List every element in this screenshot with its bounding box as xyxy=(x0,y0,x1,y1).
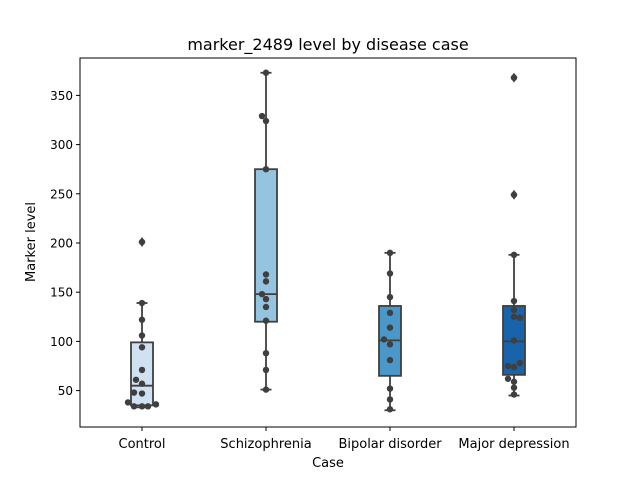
data-point xyxy=(386,396,394,403)
data-point xyxy=(144,403,152,410)
data-point xyxy=(262,386,270,393)
data-point xyxy=(138,344,146,351)
data-point xyxy=(130,403,138,410)
data-point xyxy=(124,399,132,406)
data-point xyxy=(262,117,270,125)
data-point xyxy=(504,362,512,370)
data-point xyxy=(510,384,518,391)
data-point xyxy=(510,378,518,385)
data-point xyxy=(386,356,394,364)
data-point xyxy=(386,249,394,257)
box-group xyxy=(378,251,402,412)
data-point xyxy=(152,401,160,408)
data-point xyxy=(510,74,518,81)
data-point xyxy=(132,376,140,383)
plot-frame xyxy=(79,57,577,428)
data-point xyxy=(138,238,146,246)
data-point xyxy=(380,336,388,343)
data-point xyxy=(262,271,270,278)
data-point xyxy=(510,306,518,314)
data-point xyxy=(130,389,138,396)
data-point xyxy=(262,350,270,357)
data-point xyxy=(262,366,270,374)
x-tick-label: Major depression xyxy=(458,437,569,452)
x-tick-label: Control xyxy=(119,437,166,452)
data-point xyxy=(386,406,394,413)
chart-title: marker_2489 level by disease case xyxy=(187,35,468,55)
data-point xyxy=(138,403,146,410)
data-point xyxy=(510,337,518,344)
data-point xyxy=(510,191,518,198)
data-point xyxy=(516,314,524,321)
data-point xyxy=(386,270,394,277)
data-point xyxy=(258,290,266,298)
data-point xyxy=(510,313,518,320)
y-tick-label: 250 xyxy=(50,187,73,201)
x-axis: Control Schizophrenia Bipolar disorder Majo… xyxy=(119,427,570,452)
y-tick-label: 50 xyxy=(58,384,73,398)
y-tick-label: 100 xyxy=(50,335,73,349)
data-point xyxy=(138,332,146,339)
data-point xyxy=(510,251,518,258)
y-axis-label: Marker level xyxy=(24,202,39,282)
x-tick-label: Schizophrenia xyxy=(220,437,311,452)
data-point xyxy=(504,375,512,382)
data-point xyxy=(510,297,518,305)
y-axis: 50 100 150 200 250 300 350 xyxy=(50,89,80,398)
y-tick-label: 350 xyxy=(50,89,73,103)
data-point xyxy=(138,390,146,397)
x-axis-label: Case xyxy=(312,456,344,471)
data-point xyxy=(138,366,146,374)
data-point xyxy=(510,391,518,398)
data-point xyxy=(138,299,146,307)
y-tick-label: 200 xyxy=(50,236,73,250)
data-point xyxy=(386,293,394,301)
data-point xyxy=(138,380,146,387)
data-point xyxy=(262,317,270,324)
x-tick-label: Bipolar disorder xyxy=(338,437,442,452)
data-point xyxy=(262,278,270,285)
data-point xyxy=(386,341,394,348)
box-group xyxy=(502,72,526,397)
data-point xyxy=(138,316,146,323)
data-point xyxy=(262,69,270,76)
data-point xyxy=(262,303,270,311)
data-point xyxy=(386,385,394,392)
data-point xyxy=(386,324,394,331)
data-point xyxy=(258,112,266,120)
y-tick-label: 150 xyxy=(50,286,73,300)
data-point xyxy=(262,295,270,303)
data-point xyxy=(262,165,270,173)
y-tick-label: 300 xyxy=(50,138,73,152)
data-point xyxy=(386,309,394,317)
data-point xyxy=(516,359,524,367)
data-point xyxy=(510,363,518,371)
plot-area xyxy=(124,69,526,413)
